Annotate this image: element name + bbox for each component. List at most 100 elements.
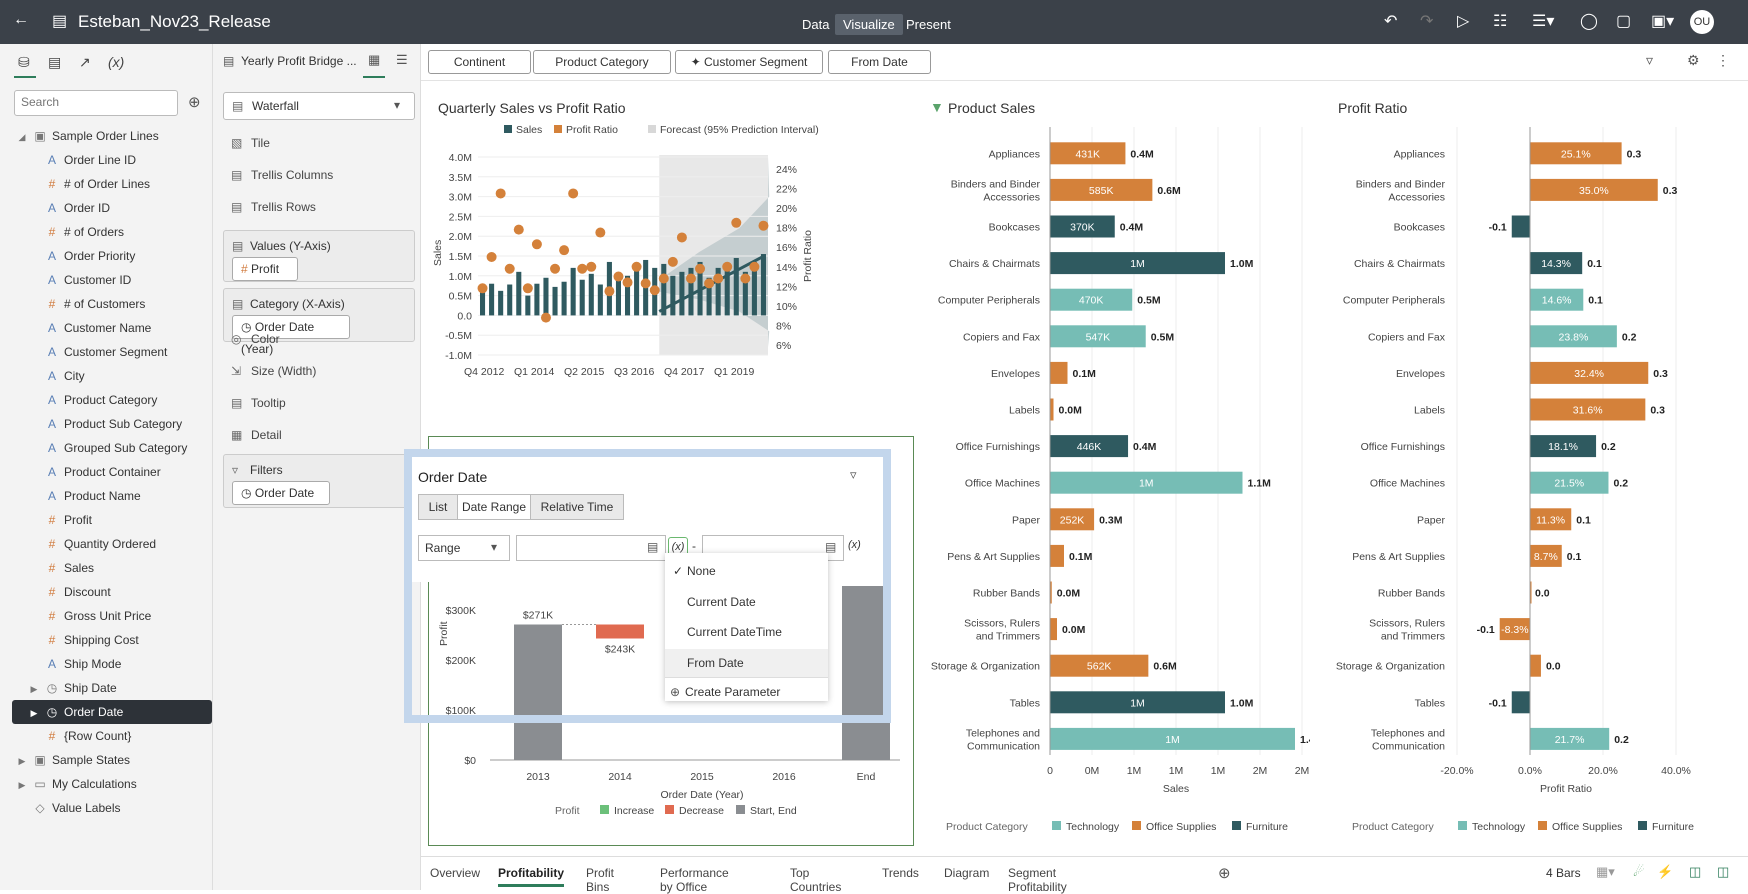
waterfall-frame[interactable]: [428, 436, 914, 846]
grammar-tab-icon[interactable]: ▦: [368, 52, 381, 67]
tree-item-order-line-id[interactable]: A Order Line ID: [12, 148, 212, 172]
tree-item-shipping-cost[interactable]: # Shipping Cost: [12, 628, 212, 652]
product-sales-chart[interactable]: Appliances 431K 0.4M Binders and BinderAcce…: [920, 125, 1310, 845]
tree-item-sample-states[interactable]: ▶ ▣ Sample States: [12, 748, 184, 772]
calendar-icon[interactable]: ▤: [825, 540, 837, 554]
category-dropzone[interactable]: ▤ Category (X-Axis) ◷ Order Date (Year): [223, 288, 415, 356]
redo-icon[interactable]: ↷: [1420, 13, 1434, 30]
tree-item-customer-segment[interactable]: A Customer Segment: [12, 340, 212, 364]
trellis-rows-label[interactable]: Trellis Rows: [251, 200, 316, 214]
tile-label[interactable]: Tile: [251, 136, 270, 150]
undo-icon[interactable]: ↶: [1384, 13, 1398, 30]
expand-icon[interactable]: ▶: [18, 756, 26, 766]
filters-dropzone[interactable]: ▿ Filters ◷ Order Date: [223, 454, 415, 508]
menu-item-from-date[interactable]: From Date: [665, 649, 828, 677]
tab-diagram[interactable]: Diagram: [944, 866, 990, 880]
filters-pill[interactable]: ◷ Order Date: [232, 481, 330, 505]
panel-left-icon[interactable]: ◫: [1689, 864, 1702, 879]
save-icon[interactable]: ▣▾: [1651, 13, 1675, 30]
visualizations-tab-icon[interactable]: ▤: [48, 54, 62, 70]
nav-data[interactable]: Data: [802, 17, 830, 32]
avatar[interactable]: OU: [1690, 10, 1714, 34]
insights-bulb-icon[interactable]: ◯: [1580, 13, 1598, 30]
refresh-data-icon[interactable]: ☷: [1493, 13, 1508, 30]
back-arrow-icon[interactable]: ←: [13, 11, 29, 28]
category-pill[interactable]: ◷ Order Date (Year): [232, 315, 350, 356]
panel-right-icon[interactable]: ◫: [1717, 864, 1730, 879]
tree-item-sample-order-lines[interactable]: ◢ ▣ Sample Order Lines: [12, 124, 184, 148]
filter-product-category[interactable]: Product Category: [533, 50, 671, 74]
menu-item-current-datetime[interactable]: Current DateTime: [687, 625, 782, 639]
clear-filter-icon[interactable]: ▿: [850, 467, 857, 482]
quarterly-sales-chart[interactable]: Sales Profit Ratio Forecast (95% Predictio…: [430, 125, 900, 425]
nav-present[interactable]: Present: [906, 17, 951, 32]
tree-item-product-name[interactable]: A Product Name: [12, 484, 212, 508]
tree-item-ship-date[interactable]: ▶ ◷ Ship Date: [12, 676, 212, 700]
profit-ratio-chart[interactable]: Appliances 25.1% 0.3 Binders and BinderAcce…: [1330, 125, 1745, 845]
tab-profitability[interactable]: Profitability: [498, 866, 565, 887]
tab-date-range[interactable]: Date Range: [457, 494, 531, 520]
tree-item-order-id[interactable]: A Order ID: [12, 196, 212, 220]
calendar-icon[interactable]: ▤: [647, 540, 659, 554]
menu-item-current-date[interactable]: Current Date: [687, 595, 756, 609]
nav-visualize[interactable]: Visualize: [835, 14, 903, 35]
menu-item-create-parameter[interactable]: ⊕ Create Parameter: [665, 678, 828, 706]
expand-icon[interactable]: ▶: [30, 708, 38, 718]
tab-relative-time[interactable]: Relative Time: [530, 494, 624, 520]
end-parameter-button[interactable]: (x): [848, 539, 861, 551]
tree-item-grouped-sub-category[interactable]: A Grouped Sub Category: [12, 436, 212, 460]
export-icon[interactable]: ▢: [1616, 13, 1632, 30]
search-input[interactable]: [15, 91, 177, 113]
tree-item-customer-name[interactable]: A Customer Name: [12, 316, 212, 340]
tree-item-quantity-ordered[interactable]: # Quantity Ordered: [12, 532, 212, 556]
expand-icon[interactable]: ▶: [30, 684, 38, 694]
filter-customer-segment[interactable]: ✦ Customer Segment: [675, 50, 823, 74]
grid-view-icon[interactable]: ▦▾: [1596, 864, 1615, 879]
range-select[interactable]: Range ▾: [418, 535, 510, 561]
values-pill[interactable]: # Profit: [232, 257, 298, 281]
viz-type-select[interactable]: ▤ Waterfall ▾: [223, 92, 415, 120]
tree-item-sales[interactable]: # Sales: [12, 556, 212, 580]
more-options-icon[interactable]: ⋮: [1716, 52, 1730, 68]
tree-item-customer-id[interactable]: A Customer ID: [12, 268, 212, 292]
data-tab-icon[interactable]: ⛁: [18, 54, 30, 70]
values-dropzone[interactable]: ▤ Values (Y-Axis) # Profit: [223, 230, 415, 282]
tree-item-city[interactable]: A City: [12, 364, 212, 388]
filter-from-date[interactable]: From Date: [828, 50, 931, 74]
add-data-icon[interactable]: ⊕: [188, 94, 201, 111]
filter-continent[interactable]: Continent: [428, 50, 531, 74]
trellis-columns-label[interactable]: Trellis Columns: [251, 168, 334, 182]
detail-label[interactable]: Detail: [251, 428, 282, 442]
tree-item-value-labels[interactable]: ◇ Value Labels: [12, 796, 184, 820]
collapse-icon[interactable]: ◢: [18, 132, 26, 142]
waterfall-chart[interactable]: $300K $200K $100K $0 Profit $271K $243K 2013 201…: [430, 586, 910, 841]
tree-item-order-date[interactable]: ▶ ◷ Order Date: [12, 700, 212, 724]
size-label[interactable]: Size (Width): [251, 364, 317, 378]
viz-name[interactable]: Yearly Profit Bridge ...: [241, 54, 357, 68]
tree-item-profit[interactable]: # Profit: [12, 508, 212, 532]
calculation-tab-icon[interactable]: (x): [108, 54, 125, 70]
narrate-icon[interactable]: ☰▾: [1532, 13, 1555, 30]
tree-item-product-container[interactable]: A Product Container: [12, 460, 212, 484]
tree-item-of-order-lines[interactable]: # # of Order Lines: [12, 172, 212, 196]
tree-item-of-orders[interactable]: # # of Orders: [12, 220, 212, 244]
tree-item-gross-unit-price[interactable]: # Gross Unit Price: [12, 604, 212, 628]
tab-trends[interactable]: Trends: [882, 866, 919, 880]
tree-item-row-count[interactable]: # {Row Count}: [12, 724, 212, 748]
analytics-tab-icon[interactable]: ↗: [79, 54, 91, 70]
add-canvas-icon[interactable]: ⊕: [1218, 865, 1231, 882]
tree-item-my-calculations[interactable]: ▶ ▭ My Calculations: [12, 772, 184, 796]
tree-item-product-category[interactable]: A Product Category: [12, 388, 212, 412]
tab-list[interactable]: List: [418, 494, 458, 520]
tree-item-discount[interactable]: # Discount: [12, 580, 212, 604]
flash-icon[interactable]: ⚡: [1657, 864, 1674, 879]
quality-icon[interactable]: ☄: [1633, 864, 1645, 879]
properties-tab-icon[interactable]: ☰: [396, 52, 408, 67]
settings-icon[interactable]: ⚙: [1687, 52, 1700, 68]
expand-icon[interactable]: ▶: [18, 780, 26, 790]
tree-item-order-priority[interactable]: A Order Priority: [12, 244, 212, 268]
tree-item-of-customers[interactable]: # # of Customers: [12, 292, 212, 316]
play-icon[interactable]: ▷: [1457, 13, 1470, 30]
tab-overview[interactable]: Overview: [430, 866, 481, 880]
tree-item-product-sub-category[interactable]: A Product Sub Category: [12, 412, 212, 436]
